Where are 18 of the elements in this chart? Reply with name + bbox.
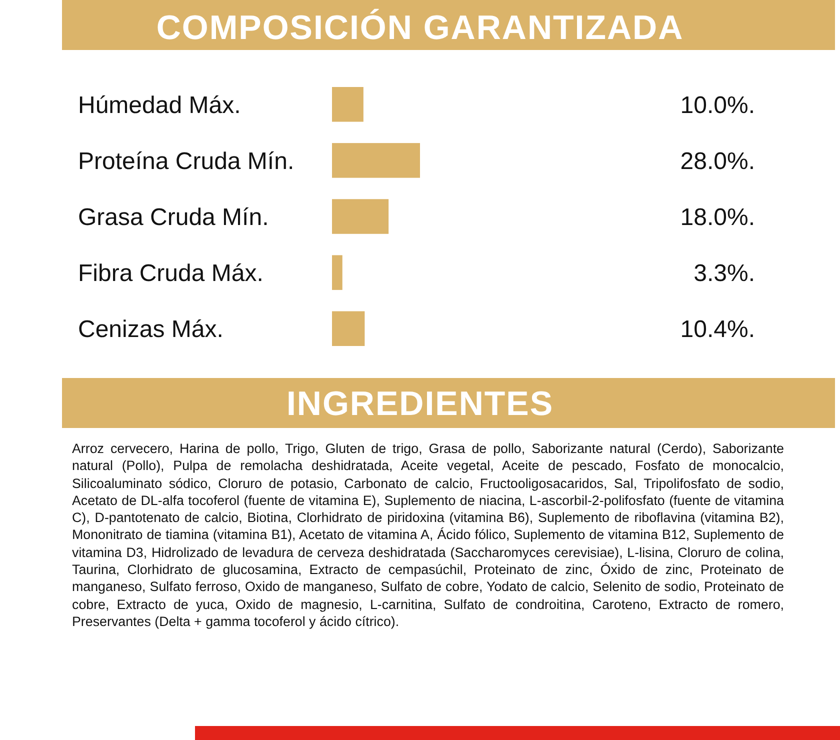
data-label: 10.0%. xyxy=(680,92,755,119)
bar xyxy=(332,199,389,234)
bar xyxy=(332,87,364,122)
data-label: 10.4%. xyxy=(680,316,755,344)
bar xyxy=(332,311,365,346)
y-tick-label: Grasa Cruda Mín. xyxy=(78,204,269,231)
y-tick-label: Cenizas Máx. xyxy=(78,316,224,344)
chart-title: COMPOSICIÓN GARANTIZADA xyxy=(156,8,684,47)
text: INGREDIENTES xyxy=(286,384,554,423)
data-label: 3.3%. xyxy=(694,260,755,287)
bar xyxy=(332,143,420,178)
data-label: 28.0%. xyxy=(680,148,755,175)
y-tick-label: Fibra Cruda Máx. xyxy=(78,260,264,287)
y-tick-label: Húmedad Máx. xyxy=(78,92,241,119)
data-label: 18.0%. xyxy=(680,204,755,231)
text: Arroz cervecero, Harina de pollo, Trigo, Gluten de trigo, Grasa de pollo, Saborizante natural (Cerdo), Saborizante natural (Pollo), Pulpa de remolacha deshidratada, Aceite vegetal, Aceite de pescado, Fosfato de monocalcio, Silicoaluminato sódico, Cloruro de potasio, Carbonato de calcio, Fructooligosacaridos, Sal, Tripolifosfato de sodio, Acetato de DL-alfa tocoferol (fuente de vitamina E), Suplemento de niacina, L-ascorbil-2-polifosfato (fuente de vitamina C), D-pantotenato de calcio, Biotina, Clorhidrato de piridoxina (vitamina B6), Suplemento de riboflavina (vitamina B2), Mononitrato de tiamina (vitamina B1), Acetato de vitamina A, Ácido fólico, Suplemento de vitamina B12, Suplemento de vitamina D3, Hidrolizado de levadura de cerveza deshidratada (Saccharomyces cerevisiae), L-lisina, Cloruro de colina, Taurina, Clorhidrato de glucosamina, Extracto de cempasúchil, Proteinato de zinc, Óxido de zinc, Proteinato de manganeso, Sulfato ferroso, Oxido de manganeso, Sulfato de cobre, Yodato de calcio, Selenito de sodio, Proteinato de cobre, Extracto de yuca, Oxido de magnesio, L-carnitina, Sulfato de condroitina, Caroteno, Extracto de romero, Preservantes (Delta + gamma tocoferol y ácido cítrico). xyxy=(72,441,784,629)
bar xyxy=(332,255,342,290)
y-tick-label: Proteína Cruda Mín. xyxy=(78,148,294,175)
